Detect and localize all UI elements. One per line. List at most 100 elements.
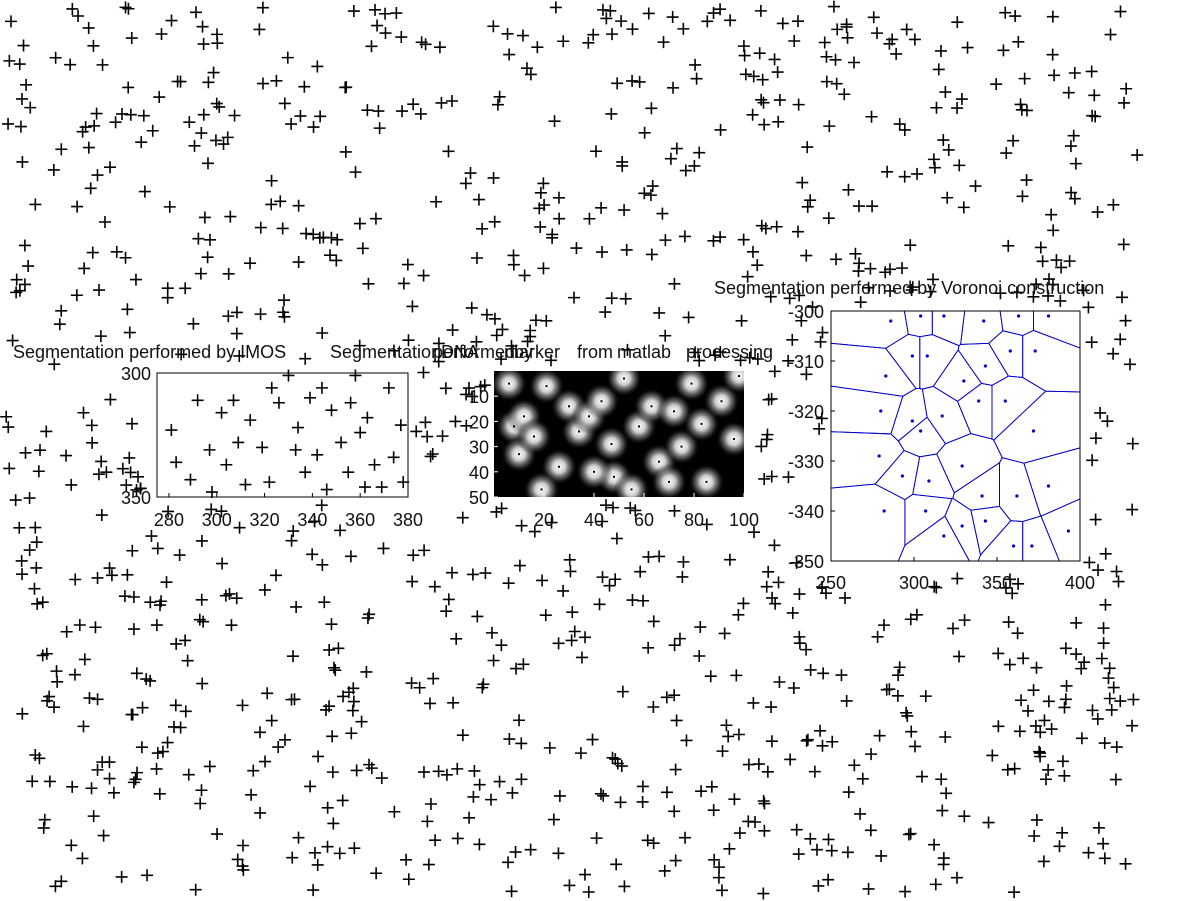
background-marker — [23, 544, 36, 557]
background-marker — [547, 813, 560, 826]
background-marker — [126, 544, 139, 557]
background-marker — [826, 735, 839, 748]
background-marker — [86, 246, 99, 259]
background-marker — [901, 709, 914, 722]
background-marker — [360, 665, 373, 678]
background-marker — [682, 311, 695, 324]
imos-marker — [256, 441, 269, 454]
background-marker — [929, 878, 942, 891]
background-marker — [1085, 65, 1098, 78]
background-marker — [875, 849, 888, 862]
background-marker — [813, 422, 826, 435]
background-marker — [621, 343, 634, 356]
nucleus-dot — [508, 382, 510, 385]
nucleus-dot — [588, 415, 590, 418]
heatmap-blob — [688, 463, 725, 497]
background-marker — [822, 212, 835, 225]
background-marker — [175, 348, 188, 361]
background-marker — [644, 189, 657, 202]
background-marker — [1002, 239, 1015, 252]
background-marker — [1082, 846, 1095, 859]
background-marker — [194, 267, 207, 280]
background-marker — [1037, 855, 1050, 868]
background-marker — [307, 884, 320, 897]
background-marker — [203, 760, 216, 773]
background-marker — [531, 41, 544, 54]
background-marker — [353, 339, 366, 352]
background-marker — [55, 143, 68, 156]
background-marker — [362, 277, 375, 290]
background-marker — [230, 327, 243, 340]
background-marker — [442, 145, 455, 158]
dna-ticks: 20 40 60 80 100 10 20 30 40 50 — [469, 387, 759, 530]
background-marker — [1043, 273, 1056, 286]
background-marker — [479, 567, 492, 580]
background-marker — [73, 619, 86, 632]
background-marker — [495, 502, 508, 515]
background-marker — [689, 58, 702, 71]
background-marker — [26, 775, 39, 788]
imos-marker — [354, 426, 367, 439]
nucleus-dot — [630, 488, 633, 491]
background-marker — [137, 109, 150, 122]
nucleus-dot — [610, 443, 613, 446]
background-marker — [618, 204, 631, 217]
background-marker — [1107, 198, 1120, 211]
background-marker — [792, 15, 805, 28]
background-marker — [285, 534, 298, 547]
background-marker — [831, 23, 844, 36]
background-marker — [704, 670, 717, 683]
background-marker — [49, 51, 62, 64]
background-marker — [951, 102, 964, 115]
background-marker — [173, 549, 186, 562]
background-marker — [254, 806, 267, 819]
background-marker — [642, 641, 655, 654]
background-marker — [596, 3, 609, 16]
background-marker — [709, 349, 722, 362]
background-marker — [669, 763, 682, 776]
background-marker — [829, 53, 842, 66]
background-marker — [638, 187, 651, 200]
background-marker — [136, 701, 149, 714]
imos-marker — [232, 436, 245, 449]
background-marker — [822, 833, 835, 846]
background-marker — [125, 32, 138, 45]
imos-xtick-label: 300 — [202, 510, 232, 530]
background-marker — [410, 425, 423, 438]
background-marker — [265, 714, 278, 727]
background-marker — [388, 805, 401, 818]
background-marker — [292, 831, 305, 844]
background-marker — [673, 632, 686, 645]
background-marker — [714, 123, 727, 136]
background-marker — [327, 661, 340, 674]
background-marker — [899, 885, 912, 898]
background-marker — [545, 516, 558, 529]
background-marker — [1102, 672, 1115, 685]
background-marker — [72, 9, 85, 22]
background-marker — [766, 591, 779, 604]
background-marker — [792, 225, 805, 238]
background-marker — [395, 31, 408, 44]
background-marker — [812, 879, 825, 892]
background-marker — [982, 816, 995, 829]
background-marker — [29, 198, 42, 211]
background-marker — [893, 118, 906, 131]
background-marker — [129, 273, 142, 286]
background-marker — [758, 824, 771, 837]
nucleus-dot — [545, 385, 548, 388]
background-marker — [1070, 616, 1083, 629]
background-marker — [610, 532, 623, 545]
background-marker — [256, 1, 269, 14]
background-marker — [467, 790, 480, 803]
background-marker — [195, 534, 208, 547]
nucleus-dot — [513, 425, 515, 428]
imos-marker — [244, 414, 257, 427]
background-marker — [433, 41, 446, 54]
nucleus-dot — [613, 475, 615, 478]
background-marker — [1008, 886, 1021, 899]
background-marker — [192, 232, 205, 245]
heatmap-blob — [606, 371, 642, 397]
background-marker — [755, 93, 768, 106]
